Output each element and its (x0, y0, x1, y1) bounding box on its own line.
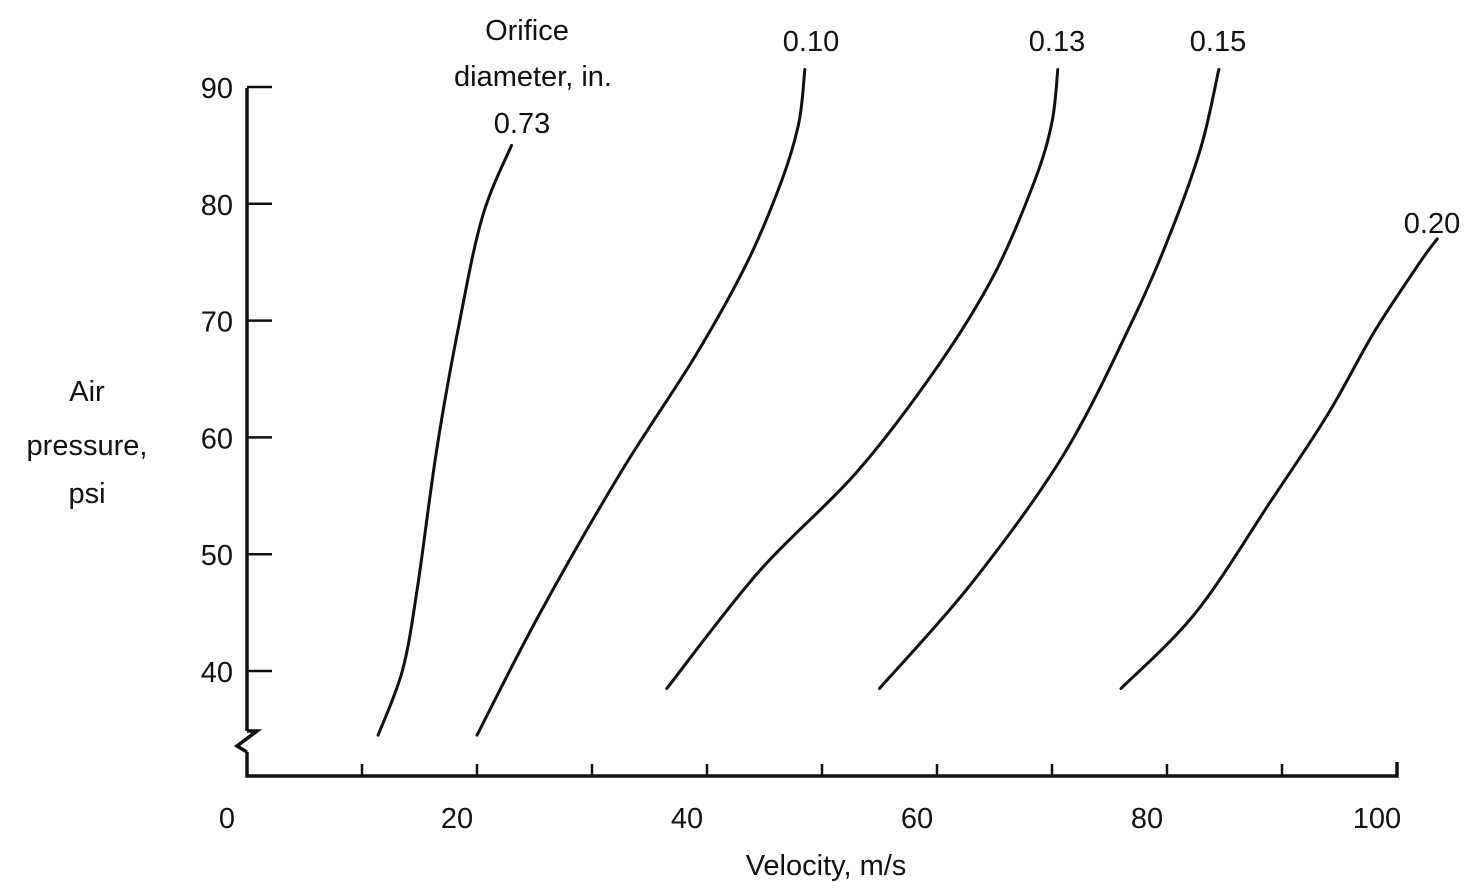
y-tick-label: 70 (201, 307, 233, 339)
y-axis-title-line-1: Air (69, 376, 105, 408)
series-labels: 0.73 0.10 0.13 0.15 0.20 (494, 26, 1460, 240)
x-tick-label: 20 (441, 803, 473, 835)
y-axis-title: Air pressure, psi (27, 376, 148, 510)
x-tick-label: 60 (901, 803, 933, 835)
legend-title: Orifice diameter, in. (454, 15, 612, 93)
series-line-0-73 (376, 143, 513, 737)
series-label-0-13: 0.13 (1029, 26, 1085, 58)
y-tick-label: 80 (201, 190, 233, 222)
series-line-0-13 (665, 68, 1060, 690)
series-label-0-20: 0.20 (1404, 208, 1460, 240)
y-tick-label: 60 (201, 423, 233, 455)
series-curves (376, 68, 1439, 737)
series-line-0-10 (475, 68, 807, 737)
series-label-0-73: 0.73 (494, 108, 550, 140)
y-axis-ticks: 40 50 60 70 80 90 (201, 73, 272, 689)
series-label-0-15: 0.15 (1190, 26, 1246, 58)
x-tick-label: 80 (1131, 803, 1163, 835)
x-tick-label: 0 (219, 803, 235, 835)
series-line-0-20 (1119, 237, 1439, 690)
y-axis-break-mark (233, 729, 263, 754)
series-line-0-15 (878, 68, 1221, 690)
x-tick-label: 100 (1353, 803, 1401, 835)
x-tick-label: 40 (671, 803, 703, 835)
legend-title-line-2: diameter, in. (454, 61, 612, 93)
series-label-0-10: 0.10 (783, 26, 839, 58)
y-axis-title-line-2: pressure, (27, 430, 148, 462)
legend-title-line-1: Orifice (485, 15, 569, 47)
x-axis-title: Velocity, m/s (746, 850, 907, 882)
y-tick-label: 40 (201, 657, 233, 689)
y-tick-label: 50 (201, 540, 233, 572)
y-axis-title-line-3: psi (68, 478, 105, 510)
y-tick-label: 90 (201, 73, 233, 105)
x-axis-ticks: 0 20 40 60 80 100 (219, 764, 1401, 835)
